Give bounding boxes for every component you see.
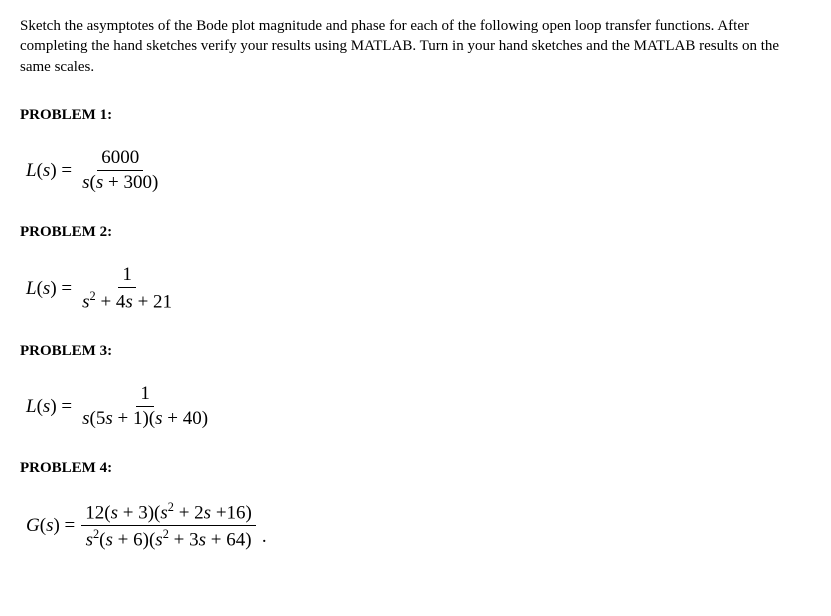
problem-2: PROBLEM 2: L(s) = 1 s2 + 4s + 21 [20, 222, 811, 313]
equation-1: L(s) = 6000 s(s + 300) [26, 147, 811, 194]
numerator: 12(s + 3)(s2 + 2s +16) [81, 500, 256, 526]
equation-lhs: L(s) = [26, 158, 72, 184]
equation-lhs: L(s) = [26, 276, 72, 302]
denominator: s2 + 4s + 21 [78, 288, 176, 313]
problem-heading: PROBLEM 4: [20, 458, 811, 478]
numerator: 6000 [97, 147, 143, 171]
equation-2: L(s) = 1 s2 + 4s + 21 [26, 264, 811, 313]
numerator: 1 [118, 264, 136, 288]
equation-4: G(s) = 12(s + 3)(s2 + 2s +16) s2(s + 6)(… [26, 500, 811, 551]
fraction: 12(s + 3)(s2 + 2s +16) s2(s + 6)(s2 + 3s… [81, 500, 256, 551]
equation-lhs: G(s) = [26, 513, 75, 539]
fraction: 6000 s(s + 300) [78, 147, 162, 194]
numerator: 1 [136, 383, 154, 407]
denominator: s2(s + 6)(s2 + 3s + 64) [82, 526, 256, 551]
denominator: s(s + 300) [78, 171, 162, 194]
problem-heading: PROBLEM 1: [20, 105, 811, 125]
problem-1: PROBLEM 1: L(s) = 6000 s(s + 300) [20, 105, 811, 194]
trailing-period: . [262, 524, 267, 550]
fraction: 1 s2 + 4s + 21 [78, 264, 176, 313]
fraction: 1 s(5s + 1)(s + 40) [78, 383, 212, 430]
problem-heading: PROBLEM 3: [20, 341, 811, 361]
problem-4: PROBLEM 4: G(s) = 12(s + 3)(s2 + 2s +16)… [20, 458, 811, 552]
problem-heading: PROBLEM 2: [20, 222, 811, 242]
intro-paragraph: Sketch the asymptotes of the Bode plot m… [20, 16, 811, 77]
problem-3: PROBLEM 3: L(s) = 1 s(5s + 1)(s + 40) [20, 341, 811, 430]
equation-lhs: L(s) = [26, 394, 72, 420]
denominator: s(5s + 1)(s + 40) [78, 407, 212, 430]
equation-3: L(s) = 1 s(5s + 1)(s + 40) [26, 383, 811, 430]
